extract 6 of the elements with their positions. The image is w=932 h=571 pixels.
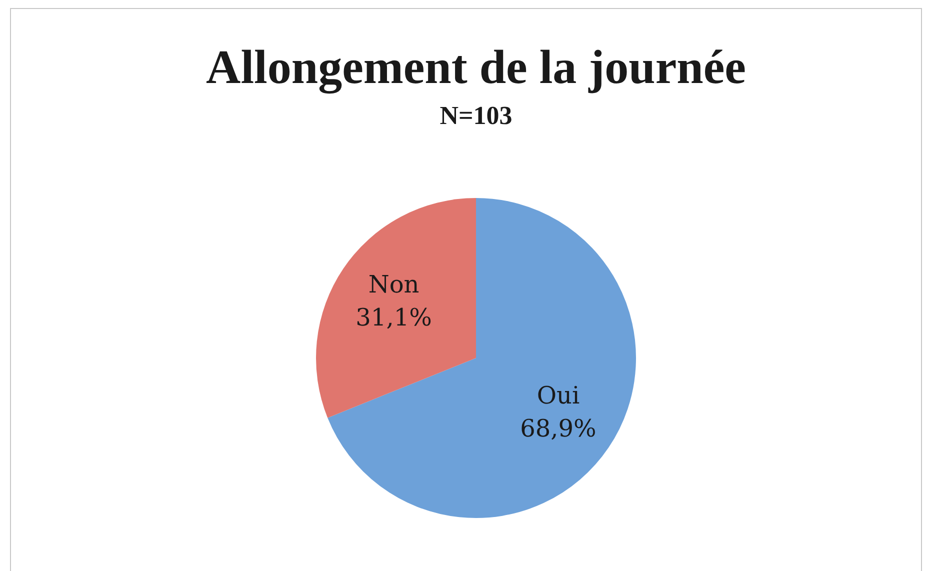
slice-label: Non: [368, 270, 420, 299]
data-label: 68,9%: [520, 414, 596, 443]
chart-subtitle: N=103: [438, 101, 514, 131]
chart-title: Allongement de la journée: [205, 40, 747, 95]
data-label: 31,1%: [356, 304, 432, 332]
slice-label: Oui: [536, 382, 580, 410]
